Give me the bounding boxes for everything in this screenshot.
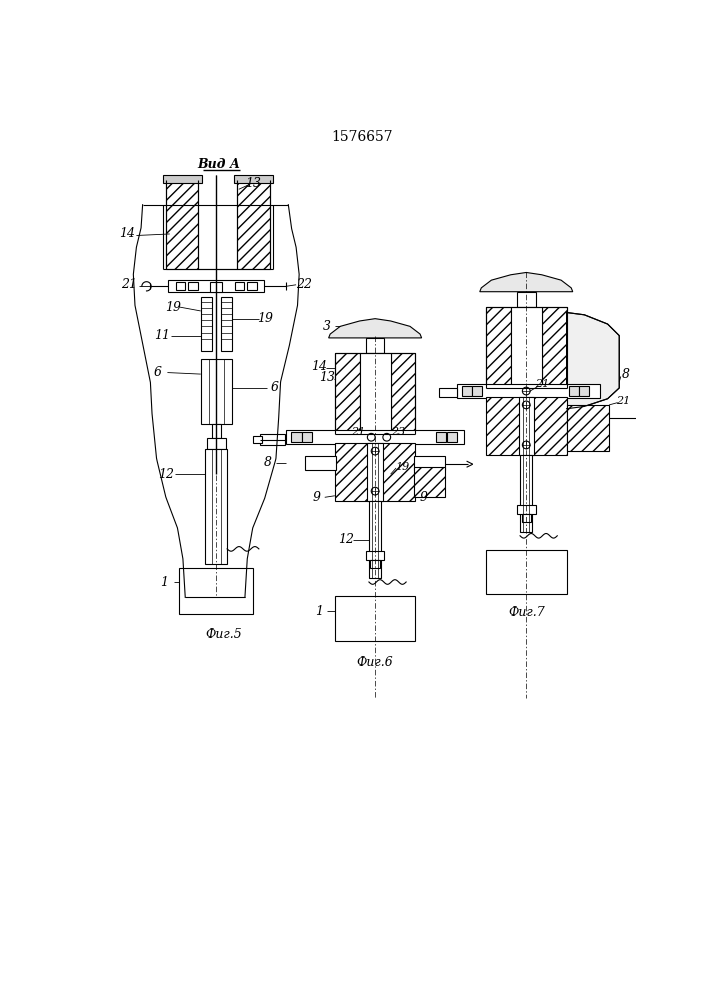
Bar — [510, 307, 542, 388]
Text: 19: 19 — [165, 301, 182, 314]
Bar — [201, 297, 211, 351]
Bar — [301, 432, 312, 442]
Text: 1576657: 1576657 — [331, 130, 393, 144]
Text: Фиг.6: Фиг.6 — [357, 656, 394, 669]
Bar — [472, 386, 482, 396]
Polygon shape — [329, 319, 421, 338]
Bar — [391, 353, 416, 434]
Text: 21: 21 — [121, 278, 136, 291]
Text: 22: 22 — [296, 278, 312, 291]
Text: 3: 3 — [323, 320, 331, 333]
Bar — [436, 432, 445, 442]
Bar — [366, 551, 385, 560]
Text: Фиг.7: Фиг.7 — [508, 606, 544, 619]
Bar — [414, 466, 445, 497]
Bar — [335, 353, 360, 434]
Text: Фиг.5: Фиг.5 — [206, 628, 243, 641]
Bar — [305, 456, 337, 470]
Text: 13: 13 — [319, 371, 335, 384]
Bar — [370, 560, 380, 568]
Bar — [247, 282, 257, 290]
Polygon shape — [480, 272, 573, 292]
Text: Вид А: Вид А — [197, 158, 240, 171]
Bar — [462, 386, 472, 396]
Bar — [486, 397, 566, 455]
Bar — [366, 338, 385, 353]
Bar — [234, 175, 273, 183]
Bar — [486, 550, 566, 594]
Text: 8: 8 — [621, 368, 629, 381]
Bar — [520, 455, 532, 532]
Text: 12: 12 — [338, 533, 354, 546]
Text: 21: 21 — [534, 379, 549, 389]
Text: 1: 1 — [315, 605, 323, 618]
Text: 14: 14 — [311, 360, 327, 373]
Text: 8: 8 — [264, 456, 272, 469]
Text: 23: 23 — [391, 427, 406, 437]
Bar — [542, 307, 566, 388]
Bar — [235, 282, 244, 290]
Bar — [517, 292, 535, 307]
Text: 11: 11 — [154, 329, 170, 342]
Bar — [166, 180, 199, 269]
Text: 6: 6 — [154, 366, 162, 379]
Bar — [188, 282, 198, 290]
Text: 13: 13 — [245, 177, 262, 190]
Bar — [237, 180, 270, 269]
Bar — [286, 430, 464, 444]
Bar — [569, 386, 579, 396]
Bar — [457, 384, 600, 398]
Text: 14: 14 — [119, 227, 135, 240]
Bar — [252, 436, 262, 443]
Bar — [179, 568, 253, 614]
Bar — [369, 501, 381, 578]
Bar — [522, 514, 531, 522]
Bar — [335, 596, 416, 641]
Bar — [440, 388, 457, 397]
Bar — [360, 353, 391, 434]
Circle shape — [644, 416, 649, 420]
Text: 19: 19 — [395, 462, 409, 472]
Bar — [579, 386, 589, 396]
Text: 19: 19 — [257, 312, 273, 325]
Bar — [260, 434, 285, 445]
Bar — [206, 449, 227, 564]
Bar — [176, 282, 185, 290]
Bar — [486, 307, 510, 388]
Text: 9: 9 — [419, 491, 427, 504]
Bar — [207, 438, 226, 449]
Bar — [221, 297, 232, 351]
Text: 9: 9 — [313, 491, 321, 504]
Bar — [291, 432, 301, 442]
Text: 12: 12 — [158, 468, 174, 481]
Bar — [210, 282, 223, 292]
Bar — [201, 359, 232, 424]
Text: 21: 21 — [351, 427, 366, 437]
Text: 21: 21 — [616, 396, 630, 406]
Bar — [517, 505, 535, 514]
Bar — [448, 432, 457, 442]
Polygon shape — [566, 312, 619, 409]
Bar — [335, 443, 416, 501]
Text: 6: 6 — [270, 381, 279, 394]
Bar — [368, 443, 383, 501]
Bar — [211, 424, 221, 438]
Bar — [518, 397, 534, 455]
Bar — [566, 405, 609, 451]
Bar — [414, 456, 445, 470]
Bar — [168, 280, 264, 292]
Bar — [163, 175, 201, 183]
Text: 1: 1 — [160, 576, 168, 588]
